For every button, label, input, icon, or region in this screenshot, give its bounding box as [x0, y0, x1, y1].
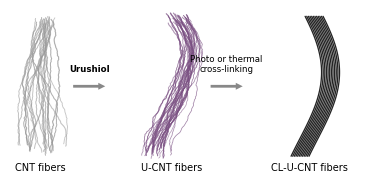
Text: Photo or thermal
cross-linking: Photo or thermal cross-linking	[191, 55, 263, 74]
Text: CL-U-CNT fibers: CL-U-CNT fibers	[271, 163, 348, 173]
Text: U-CNT fibers: U-CNT fibers	[141, 163, 203, 173]
Text: Urushiol: Urushiol	[69, 65, 110, 74]
Text: CNT fibers: CNT fibers	[15, 163, 65, 173]
